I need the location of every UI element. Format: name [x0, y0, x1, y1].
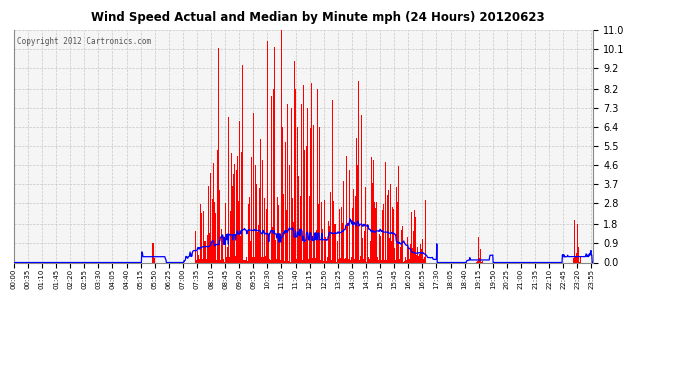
Text: Wind Speed Actual and Median by Minute mph (24 Hours) 20120623: Wind Speed Actual and Median by Minute m… [90, 11, 544, 24]
Text: Copyright 2012 Cartronics.com: Copyright 2012 Cartronics.com [17, 37, 151, 46]
